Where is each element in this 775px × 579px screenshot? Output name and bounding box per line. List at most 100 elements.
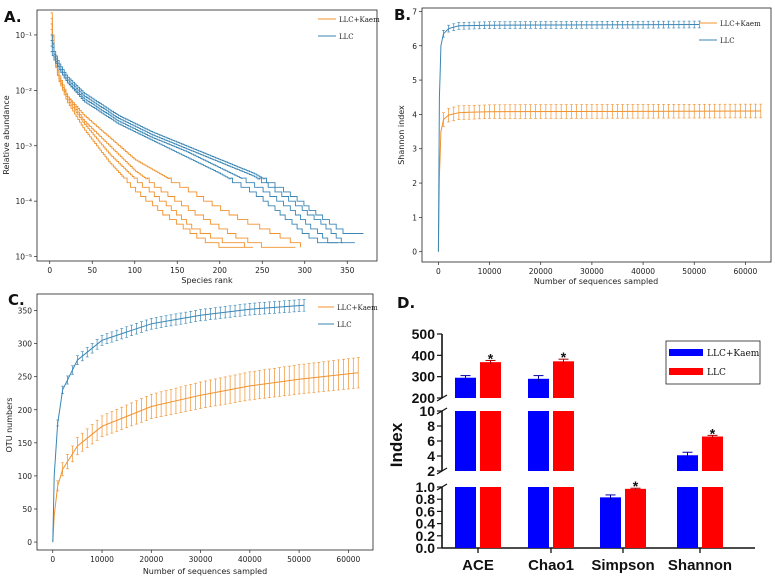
y-tick-label: 1 xyxy=(412,213,417,222)
y-tick-label: 0.8 xyxy=(416,491,436,507)
bar-kaem xyxy=(677,487,698,548)
panel-a-frame xyxy=(36,9,378,262)
x-tick-label: 50000 xyxy=(287,555,311,564)
y-tick-label: 0.4 xyxy=(416,516,436,532)
panel-c-frame xyxy=(36,293,374,551)
panel-d: D. Index 5004003002001086421.00.80.60.40… xyxy=(387,294,761,574)
category-label: Chao1 xyxy=(528,557,574,574)
bar-kaem xyxy=(455,487,476,548)
panel-a: A. 0 50 100 150 200 250 300 350 10⁻¹ 10⁻² 10⁻³ 10⁻… xyxy=(2,8,380,285)
panel-c-letter: C. xyxy=(8,291,25,309)
bar-kaem xyxy=(528,411,549,471)
bar-llc xyxy=(480,362,501,398)
category-label: ACE xyxy=(462,557,494,574)
panel-a-letter: A. xyxy=(4,8,22,26)
x-tick-label: 250 xyxy=(255,266,270,275)
axis-break-mark xyxy=(436,394,448,402)
y-tick-label: 6 xyxy=(427,433,435,449)
y-tick-label: 0 xyxy=(412,248,417,257)
y-tick-label: 8 xyxy=(427,418,435,434)
y-tick-label: 300 xyxy=(412,369,436,385)
series-line-llc xyxy=(50,40,355,244)
panel-a-ylabel: Relative abundance xyxy=(2,95,11,174)
y-tick-label: 10⁻⁵ xyxy=(15,253,32,262)
x-tick-label: 0 xyxy=(50,555,55,564)
series-line-llc xyxy=(50,45,343,244)
panel-b: B. 0 10000 20000 30000 40000 50000 60000 0 1 2 3 4… xyxy=(394,6,772,286)
y-tick-label: 0 xyxy=(27,538,32,547)
bar-kaem xyxy=(455,411,476,471)
x-tick-label: 10000 xyxy=(478,267,502,276)
y-tick-label: 10⁻¹ xyxy=(15,31,32,40)
panel-c-legend: LLC+Kaem LLC xyxy=(318,304,378,329)
legend-label-kaem: LLC+Kaem xyxy=(720,20,761,28)
legend-label-llc: LLC xyxy=(339,33,354,41)
panel-b-ylabel: Shannon index xyxy=(397,105,406,165)
y-tick-label: 300 xyxy=(18,340,33,349)
x-tick-label: 60000 xyxy=(336,555,360,564)
x-tick-label: 50 xyxy=(87,266,97,275)
bar-llc xyxy=(480,487,501,548)
x-tick-label: 60000 xyxy=(733,267,757,276)
x-tick-label: 20000 xyxy=(139,555,163,564)
y-tick-label: 10⁻² xyxy=(15,86,32,95)
y-tick-label: 10 xyxy=(419,403,435,419)
panel-a-xlabel: Species rank xyxy=(181,276,233,285)
category-label: Shannon xyxy=(668,557,732,574)
legend-label-llc: LLC xyxy=(337,321,352,329)
x-tick-label: 10000 xyxy=(90,555,114,564)
x-tick-label: 0 xyxy=(436,267,441,276)
y-tick-label: 6 xyxy=(412,42,417,51)
panel-d-ylabel: Index xyxy=(387,422,406,467)
bar-llc xyxy=(553,411,574,471)
panel-b-xlabel: Number of sequences sampled xyxy=(534,277,658,286)
panel-d-legend: LLC+Kaem LLC xyxy=(665,340,761,385)
series-line-llc xyxy=(437,24,700,252)
bar-llc xyxy=(553,487,574,548)
y-tick-label: 200 xyxy=(412,390,436,406)
panel-a-legend: LLC+Kaem LLC xyxy=(318,16,380,41)
x-tick-label: 150 xyxy=(170,266,185,275)
legend-label-kaem: LLC+Kaem xyxy=(339,16,380,24)
y-tick-label: 50 xyxy=(22,505,32,514)
bar-llc xyxy=(625,488,646,548)
series-line-kaem xyxy=(437,110,761,252)
x-tick-label: 50000 xyxy=(682,267,706,276)
axis-break-mark xyxy=(436,467,448,475)
y-tick-label: 400 xyxy=(412,347,436,363)
y-tick-label: 250 xyxy=(18,373,33,382)
x-tick-label: 30000 xyxy=(580,267,604,276)
bar-kaem xyxy=(528,487,549,548)
y-tick-label: 200 xyxy=(18,406,33,415)
y-tick-label: 3 xyxy=(412,145,417,154)
y-tick-label: 1.0 xyxy=(416,479,436,495)
x-tick-label: 0 xyxy=(47,266,52,275)
panel-c: C. 0 10000 20000 30000 40000 50000 60000 0 50 10… xyxy=(5,291,378,576)
x-tick-label: 20000 xyxy=(529,267,553,276)
significance-marker: * xyxy=(710,425,716,441)
series-line-kaem xyxy=(50,17,245,248)
bar-kaem xyxy=(455,377,476,398)
category-label: Simpson xyxy=(591,557,654,574)
x-tick-label: 100 xyxy=(128,266,143,275)
legend-label-llc: LLC xyxy=(707,368,726,378)
bar-llc xyxy=(553,361,574,398)
y-tick-label: 0.6 xyxy=(416,503,436,519)
y-tick-label: 4 xyxy=(412,110,417,119)
significance-marker: * xyxy=(488,350,494,366)
x-tick-label: 300 xyxy=(298,266,313,275)
series-line-llc xyxy=(50,51,338,244)
bar-llc xyxy=(702,436,723,471)
x-tick-label: 200 xyxy=(213,266,228,275)
legend-label-llc: LLC xyxy=(720,37,735,45)
axis-break-mark xyxy=(436,483,448,491)
y-tick-label: 2 xyxy=(427,463,435,479)
series-line-llc xyxy=(50,34,364,234)
y-tick-label: 100 xyxy=(18,472,33,481)
significance-marker: * xyxy=(633,478,639,494)
x-tick-label: 40000 xyxy=(631,267,655,276)
bar-kaem xyxy=(528,378,549,398)
x-tick-label: 350 xyxy=(340,266,355,275)
series-line-llc xyxy=(52,304,305,543)
